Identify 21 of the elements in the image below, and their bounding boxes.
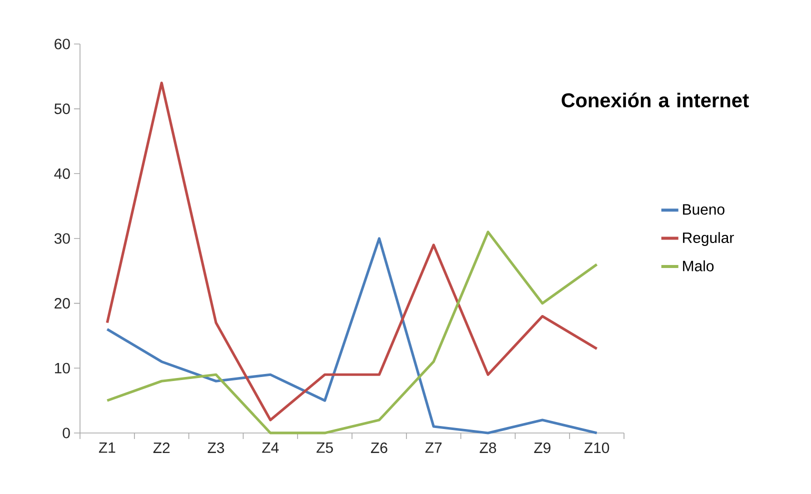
y-tick-label: 20 [54,298,70,309]
y-tick-label: 40 [54,168,70,179]
y-tick-label: 10 [55,362,70,374]
x-tick-label: Z1 [98,442,116,453]
y-tick-label: 30 [54,233,70,244]
x-tick-label: Z6 [370,442,388,454]
x-tick-label: Z4 [262,442,279,453]
x-tick-label: Z10 [584,442,610,454]
legend-label: Regular [683,232,734,246]
x-tick-label: Z2 [153,442,170,453]
x-tick-label: Z7 [425,442,442,453]
legend-label: Bueno [683,204,724,215]
x-tick-label: Z5 [316,442,333,453]
x-tick-label: Z3 [208,442,224,454]
text: Conexión a internet [562,92,749,108]
y-tick-label: 50 [54,104,70,114]
y-tick-label: 0 [62,428,70,438]
x-tick-label: Z9 [534,442,550,454]
y-tick-label: 60 [54,38,70,50]
legend-label: Malo [683,260,714,272]
x-tick-label: Z8 [480,442,496,454]
